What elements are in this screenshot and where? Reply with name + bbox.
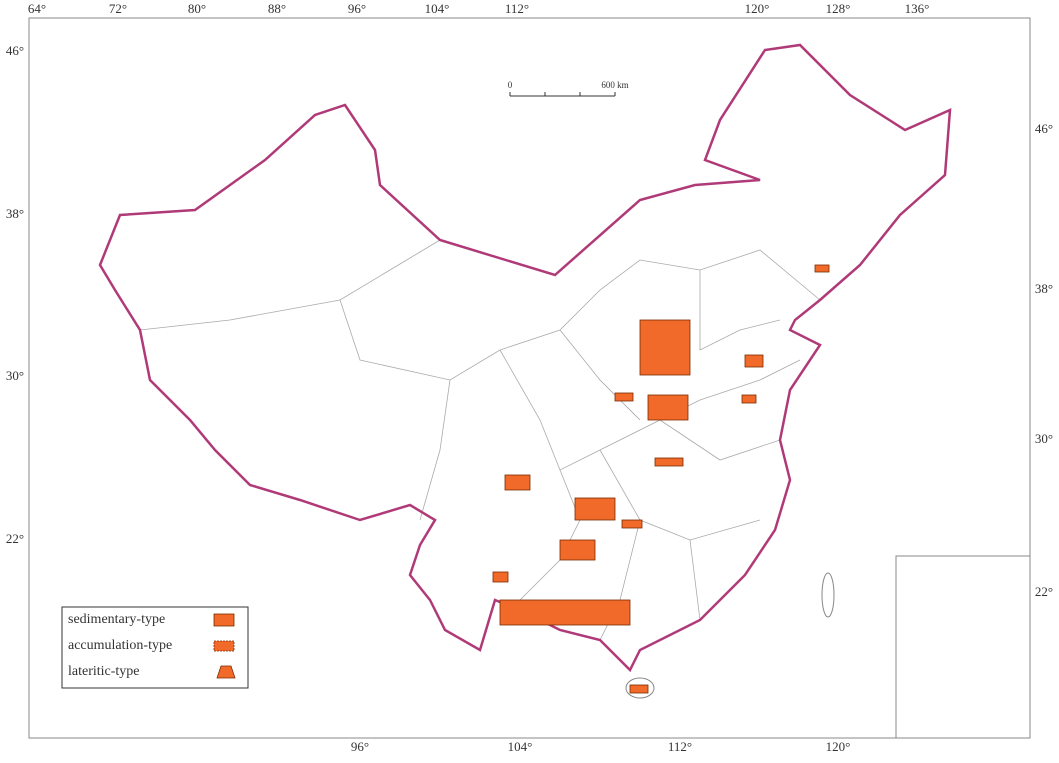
bottom-label: 112° [668,739,692,754]
top-label: 136° [905,1,930,16]
legend-icon [216,665,236,679]
inset-map [895,555,1031,739]
country-border [98,43,952,673]
taiwan [821,572,835,618]
legend-icon [213,640,235,652]
deposits [492,264,830,694]
scale-start: 0 [508,80,513,90]
top-label: 120° [745,1,770,16]
left-label: 38° [6,206,24,221]
scale-bar: 0 600 km [508,80,629,97]
left-label: 46° [6,43,24,58]
legend [61,606,249,689]
right-label: 22° [1035,584,1053,599]
bottom-label: 120° [826,739,851,754]
right-label: 30° [1035,431,1053,446]
top-label: 104° [425,1,450,16]
legend-label: lateritic-type [68,664,140,679]
bottom-label: 104° [508,739,533,754]
scale-end: 600 km [601,80,628,90]
top-label: 64° [28,1,46,16]
top-label: 96° [348,1,366,16]
hainan [625,677,655,699]
legend-label: sedimentary-type [68,612,165,627]
right-label: 38° [1035,281,1053,296]
right-label: 46° [1035,121,1053,136]
top-label: 80° [188,1,206,16]
left-label: 22° [6,531,24,546]
legend-label: accumulation-type [68,638,172,653]
top-label: 88° [268,1,286,16]
top-label: 112° [505,1,529,16]
left-label: 30° [6,368,24,383]
bottom-label: 96° [351,739,369,754]
top-label: 72° [109,1,127,16]
top-label: 128° [826,1,851,16]
legend-icon [213,613,235,627]
